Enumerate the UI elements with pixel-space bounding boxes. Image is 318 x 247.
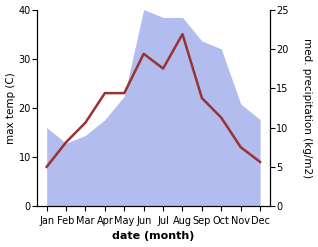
X-axis label: date (month): date (month) <box>112 231 195 242</box>
Y-axis label: max temp (C): max temp (C) <box>5 72 16 144</box>
Y-axis label: med. precipitation (kg/m2): med. precipitation (kg/m2) <box>302 38 313 178</box>
